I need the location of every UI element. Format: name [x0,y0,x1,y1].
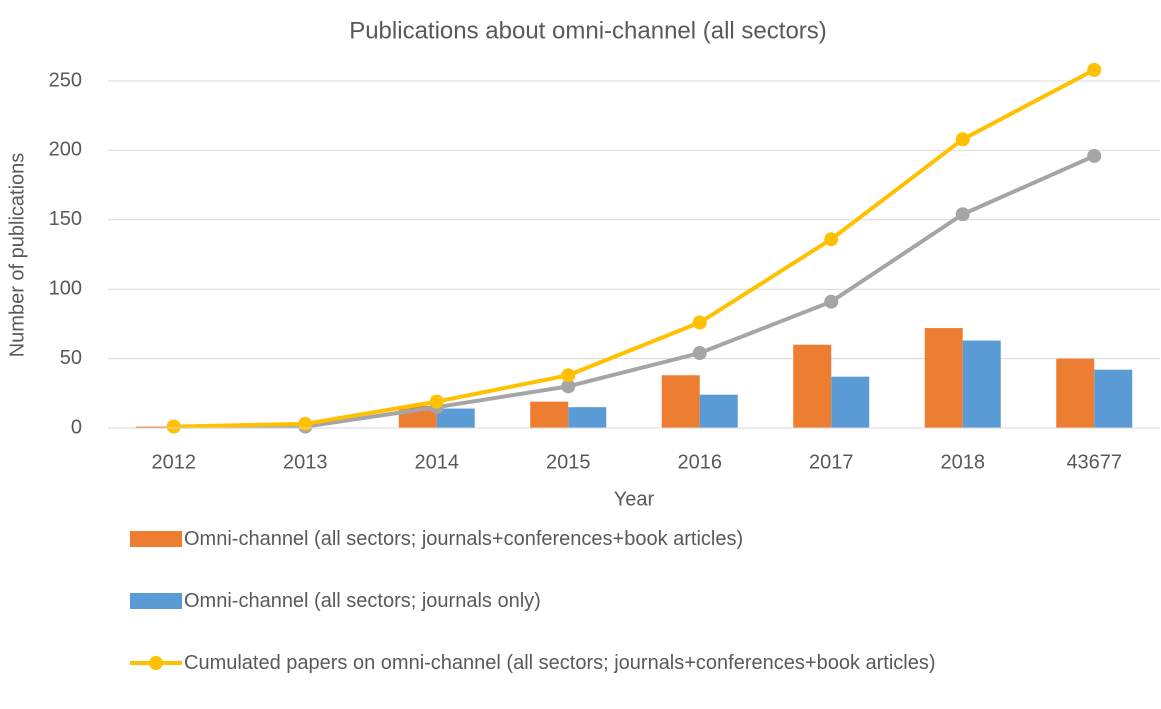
bar [530,401,569,428]
line-marker [166,419,181,434]
line-marker [1087,148,1102,163]
legend-swatch-marker [149,656,163,670]
bar [962,340,1001,428]
line-marker [824,294,839,309]
legend-swatch [130,593,182,609]
line-marker [955,132,970,147]
x-tick-label: 2012 [152,451,197,473]
line-marker [692,315,707,330]
legend-label: Omni-channel (all sectors; journals only… [184,590,541,612]
chart-title: Publications about omni-channel (all sec… [349,17,827,44]
y-tick-label: 150 [49,208,82,230]
x-tick-label: 43677 [1066,451,1122,473]
line-marker [955,207,970,222]
legend-swatch [130,531,182,547]
legend-label: Omni-channel (all sectors; journals+conf… [184,528,744,550]
line [173,154,1096,429]
bar [1056,358,1095,428]
bar [793,344,832,428]
bar [924,328,963,428]
bar [568,407,607,428]
x-tick-label: 2015 [546,451,591,473]
legend-item: Omni-channel (all sectors; journals+conf… [130,524,1010,554]
bar [135,426,174,428]
legend-swatch-rect [130,593,182,609]
x-tick-label: 2018 [941,451,986,473]
bar [436,408,475,428]
bar [1094,369,1133,428]
x-tick-label: 2013 [283,451,328,473]
y-tick-label: 250 [49,69,82,91]
line-marker [561,379,576,394]
line-marker [298,416,313,431]
x-tick-label: 2017 [809,451,854,473]
bar [699,394,738,428]
legend-item: Omni-channel (all sectors; journals only… [130,586,1010,616]
x-axis-label: Year [614,488,655,510]
plot: Publications about omni-channel (all sec… [6,17,1160,510]
line-marker [429,394,444,409]
line-marker [692,346,707,361]
y-tick-label: 50 [60,347,82,369]
legend-label: Cumulated papers on omni-channel (all se… [184,652,936,674]
y-axis-label: Number of publications [6,153,28,358]
legend-swatch [130,656,182,670]
line-marker [1087,62,1102,77]
y-tick-label: 100 [49,277,82,299]
y-tick-label: 200 [49,139,82,161]
legend-item: Cumulated papers on omni-channel (all se… [130,648,1010,678]
line [173,68,1096,429]
legend-swatch-rect [130,531,182,547]
bar [831,376,870,428]
x-tick-label: 2016 [678,451,723,473]
x-tick-label: 2014 [415,451,460,473]
y-tick-label: 0 [71,416,82,438]
line-marker [824,232,839,247]
line-marker [561,368,576,383]
legend: Omni-channel (all sectors; journals+conf… [130,524,1010,709]
bar [661,375,700,428]
